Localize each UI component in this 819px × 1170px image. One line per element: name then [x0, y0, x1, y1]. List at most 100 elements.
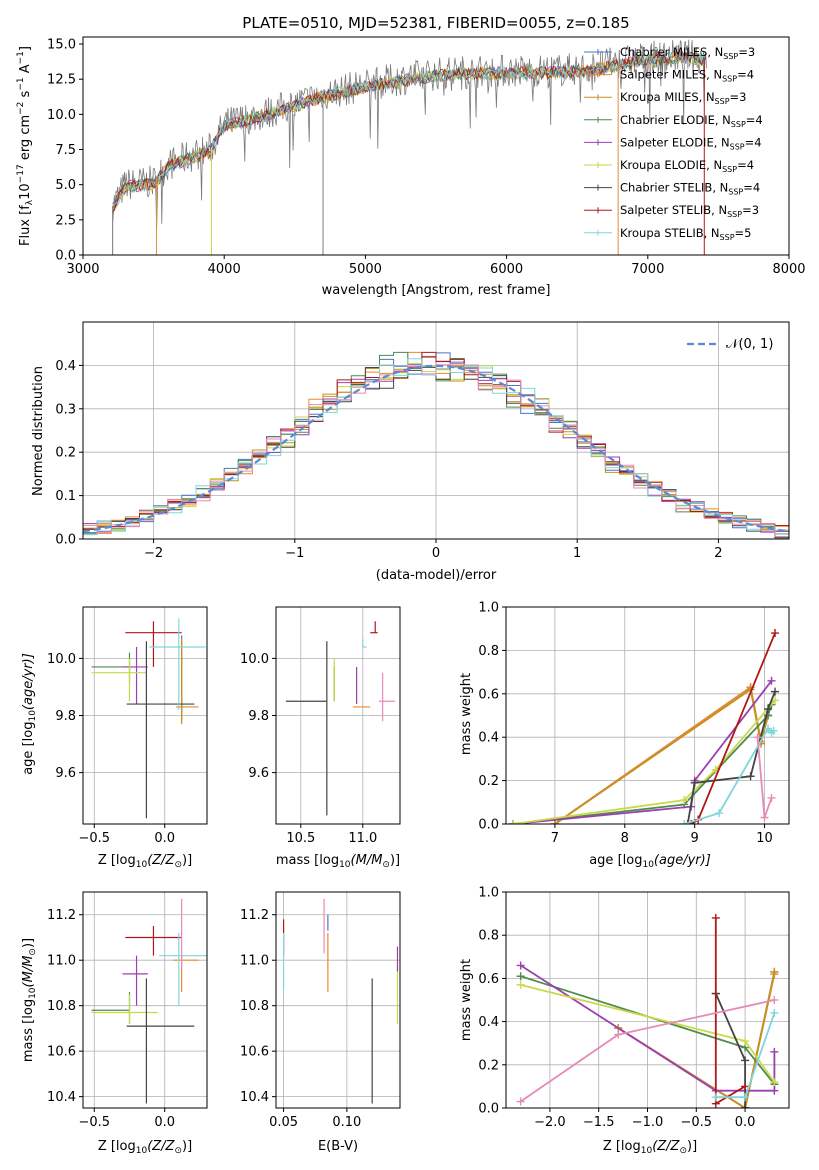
legend-label-sub: SSP [722, 165, 737, 174]
y-tick-label: 0.2 [55, 446, 76, 461]
legend: 𝒩(0, 1) [687, 337, 773, 352]
data-point [760, 813, 769, 822]
y-tick-label: 0.6 [478, 687, 499, 702]
data-point [711, 913, 720, 922]
data-point [769, 726, 778, 735]
legend-label-prefix: Salpeter MILES, N [620, 68, 722, 82]
data-point [715, 809, 724, 818]
legend-label: Chabrier ELODIE, NSSP=4 [620, 113, 763, 129]
data-point [741, 1093, 750, 1102]
legend-label-prefix: Chabrier ELODIE, N [620, 113, 731, 127]
y-tick-label: 7.5 [55, 143, 76, 158]
gaussian-curve [83, 364, 789, 533]
x-tick-label: 6000 [490, 262, 523, 277]
legend-label-suffix: =4 [743, 181, 760, 195]
y-tick-label: 10.0 [47, 108, 76, 123]
data-point [767, 676, 776, 685]
x-axis-label: E(B-V) [318, 1139, 358, 1154]
legend-label-suffix: =3 [738, 45, 755, 59]
x-tick-label: 10 [756, 831, 773, 846]
legend-label-suffix: =4 [746, 113, 763, 127]
legend-label-suffix: =3 [730, 90, 747, 104]
y-tick-label: 0.0 [478, 1102, 499, 1117]
legend-label-gaussian: 𝒩(0, 1) [726, 337, 773, 352]
y-tick-label: 9.6 [248, 766, 269, 781]
data-point [614, 1030, 623, 1039]
data-point [680, 796, 689, 805]
data-point [767, 793, 776, 802]
x-axis-label: Z [log10(Z/Z⊙)] [603, 1139, 697, 1156]
x-tick-label: 7000 [631, 262, 664, 277]
legend-label-prefix: Chabrier MILES, N [620, 45, 723, 59]
x-axis-label: Z [log10(Z/Z⊙)] [98, 1139, 192, 1156]
data-point [770, 970, 779, 979]
legend-label-suffix: =4 [737, 158, 754, 172]
x-tick-label: 0.05 [269, 1115, 298, 1130]
y-tick-label: 10.8 [240, 999, 269, 1014]
residual-histogram [83, 363, 789, 537]
series-line [512, 699, 776, 824]
x-axis-label: age [log10(age/yr)] [589, 853, 711, 870]
data-point [770, 996, 779, 1004]
legend-label-suffix: =5 [735, 226, 752, 240]
plot-area [82, 36, 790, 256]
y-tick-label: 10.6 [47, 1045, 76, 1060]
x-tick-label: 11.0 [348, 831, 377, 846]
data-point [741, 1104, 750, 1108]
data-point [770, 1078, 779, 1087]
y-axis-label: mass weight [459, 673, 474, 755]
legend-label-prefix: Kroupa MILES, N [620, 90, 715, 104]
x-tick-label: 0 [432, 546, 440, 561]
y-tick-label: 2.5 [55, 213, 76, 228]
massweight-vs-metallicity-panel: −2.0 −1.5 −1.0 −0.5 0.0 0.0 0.2 0.4 0.6 0.8 1.0 Z … [459, 886, 790, 1156]
x-tick-label: 8 [621, 831, 629, 846]
legend-label-suffix: =4 [737, 68, 754, 82]
data-point [516, 972, 525, 981]
y-tick-label: 11.0 [240, 954, 269, 969]
x-axis-label: Z [log10(Z/Z⊙)] [98, 853, 192, 870]
data-point [741, 1082, 750, 1091]
y-tick-label: 0.0 [478, 818, 499, 833]
x-tick-label: 4000 [208, 262, 241, 277]
y-tick-label: 12.5 [47, 73, 76, 88]
series-line [554, 687, 769, 824]
data-point [508, 820, 517, 824]
y-axis-label: mass weight [459, 959, 474, 1041]
residual-panel: −2 −1 0 1 2 0.0 0.1 0.2 0.3 0.4 𝒩(0, 1) (data-mod… [31, 321, 790, 583]
y-tick-label: 10.8 [47, 999, 76, 1014]
chart-title: PLATE=0510, MJD=52381, FIBERID=0055, z=0… [242, 14, 629, 32]
y-tick-label: 9.6 [55, 766, 76, 781]
y-axis-label: age [log10(age/yr)] [21, 653, 38, 775]
y-tick-label: 9.8 [55, 709, 76, 724]
legend-label-prefix: Kroupa STELIB, N [620, 226, 720, 240]
series-line [714, 917, 746, 1106]
plot-area [275, 891, 401, 1109]
x-axis-label: (data-model)/error [376, 568, 497, 583]
y-tick-label: 0.0 [55, 249, 76, 264]
y-tick-label: 10.0 [240, 652, 269, 667]
legend-label-sub: SSP [715, 97, 730, 106]
x-tick-label: 8000 [772, 262, 805, 277]
y-tick-label: 0.3 [55, 402, 76, 417]
data-point [550, 820, 559, 824]
data-point [683, 820, 692, 824]
legend-label-sub: SSP [722, 75, 737, 84]
legend-label: Salpeter ELODIE, NSSP=4 [620, 135, 762, 151]
y-tick-label: 10.4 [240, 1090, 269, 1105]
data-point [764, 704, 773, 713]
y-tick-label: 0.8 [478, 644, 499, 659]
legend-label-prefix: Salpeter STELIB, N [620, 203, 727, 217]
x-axis-label: mass [log10(M/M⊙)] [276, 853, 400, 870]
y-tick-label: 0.1 [55, 489, 76, 504]
y-tick-label: 5.0 [55, 178, 76, 193]
data-point [770, 1008, 779, 1017]
y-tick-label: 11.2 [240, 908, 269, 923]
x-tick-label: −1.5 [583, 1115, 615, 1130]
plot-area [82, 891, 208, 1109]
y-tick-label: 0.6 [478, 972, 499, 987]
y-tick-label: 0.4 [478, 731, 499, 746]
y-tick-label: 0.8 [478, 929, 499, 944]
x-tick-label: 7 [551, 831, 559, 846]
